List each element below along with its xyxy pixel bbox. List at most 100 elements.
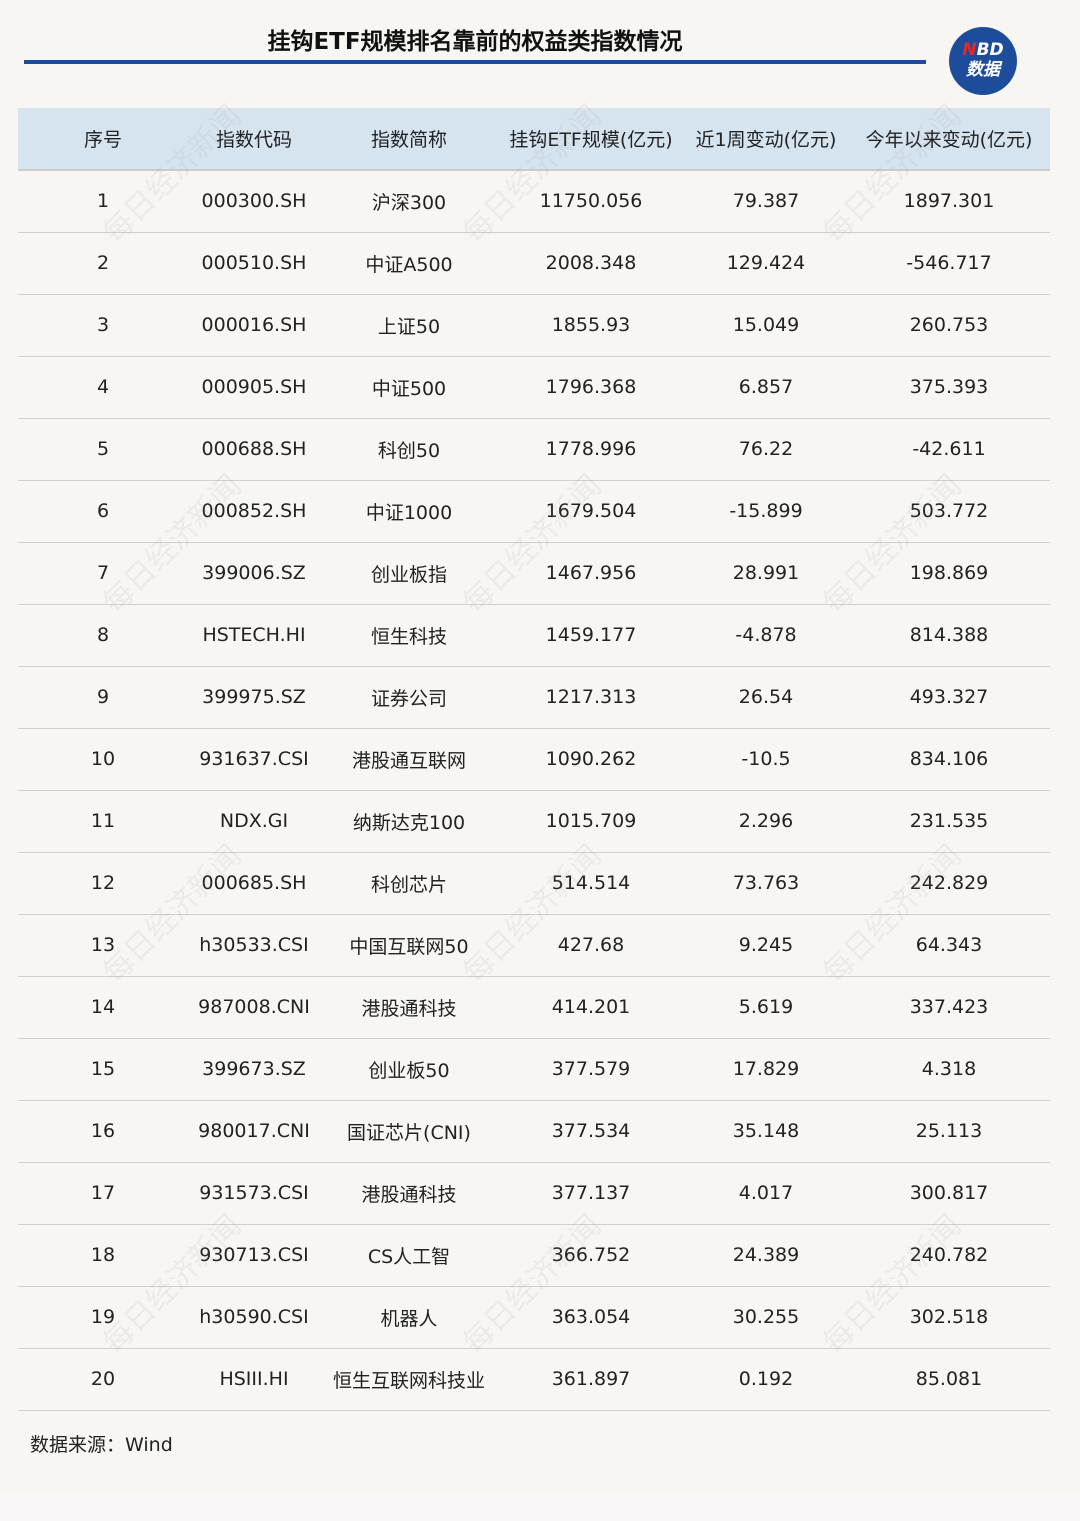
table-cell: 中证500 bbox=[320, 356, 498, 419]
table-cell: 24.389 bbox=[684, 1224, 848, 1287]
table-cell: 980017.CNI bbox=[188, 1100, 320, 1163]
table-cell: 231.535 bbox=[848, 790, 1050, 853]
table-cell: 337.423 bbox=[848, 976, 1050, 1039]
table-cell: 000016.SH bbox=[188, 294, 320, 357]
logo-data: 数据 bbox=[966, 60, 1000, 80]
table-cell: 814.388 bbox=[848, 604, 1050, 667]
table-cell: 14 bbox=[18, 976, 188, 1039]
table-cell: 创业板50 bbox=[320, 1038, 498, 1101]
table-cell: 000905.SH bbox=[188, 356, 320, 419]
table-cell: 16 bbox=[18, 1100, 188, 1163]
table-cell: 363.054 bbox=[498, 1286, 684, 1349]
table-row: 20 HSIII.HI 恒生互联网科技业 361.897 0.192 85.081 bbox=[18, 1348, 1050, 1411]
table-cell: 987008.CNI bbox=[188, 976, 320, 1039]
table-row: 6 000852.SH 中证1000 1679.504 -15.899 503.772 bbox=[18, 480, 1050, 543]
table-cell: 73.763 bbox=[684, 852, 848, 915]
table-cell: 242.829 bbox=[848, 852, 1050, 915]
table-cell: 港股通科技 bbox=[320, 976, 498, 1039]
table-cell: 427.68 bbox=[498, 914, 684, 977]
table-cell: -42.611 bbox=[848, 418, 1050, 481]
column-header: 挂钩ETF规模(亿元) bbox=[498, 108, 684, 171]
table-cell: NDX.GI bbox=[188, 790, 320, 853]
table-cell: 中证A500 bbox=[320, 232, 498, 295]
table-row: 4 000905.SH 中证500 1796.368 6.857 375.393 bbox=[18, 356, 1050, 419]
table-row: 9 399975.SZ 证券公司 1217.313 26.54 493.327 bbox=[18, 666, 1050, 729]
table-cell: 6.857 bbox=[684, 356, 848, 419]
table-row: 18 930713.CSI CS人工智 366.752 24.389 240.782 bbox=[18, 1224, 1050, 1287]
table-cell: 国证芯片(CNI) bbox=[320, 1100, 498, 1163]
table-row: 15 399673.SZ 创业板50 377.579 17.829 4.318 bbox=[18, 1038, 1050, 1101]
column-header: 指数代码 bbox=[188, 108, 320, 171]
table-cell: -4.878 bbox=[684, 604, 848, 667]
table-cell: 17.829 bbox=[684, 1038, 848, 1101]
table-cell: 377.534 bbox=[498, 1100, 684, 1163]
table-cell: 8 bbox=[18, 604, 188, 667]
table-row: 1 000300.SH 沪深300 11750.056 79.387 1897.301 bbox=[18, 170, 1050, 233]
table-cell: 证券公司 bbox=[320, 666, 498, 729]
table-cell: 493.327 bbox=[848, 666, 1050, 729]
table-cell: 6 bbox=[18, 480, 188, 543]
table-cell: 1015.709 bbox=[498, 790, 684, 853]
table-cell: -546.717 bbox=[848, 232, 1050, 295]
table-cell: 30.255 bbox=[684, 1286, 848, 1349]
table-cell: 414.201 bbox=[498, 976, 684, 1039]
table-cell: 76.22 bbox=[684, 418, 848, 481]
table-cell: 2 bbox=[18, 232, 188, 295]
table-cell: CS人工智 bbox=[320, 1224, 498, 1287]
table-cell: 2.296 bbox=[684, 790, 848, 853]
table-cell: 000300.SH bbox=[188, 170, 320, 233]
table-cell: 纳斯达克100 bbox=[320, 790, 498, 853]
table-cell: h30533.CSI bbox=[188, 914, 320, 977]
table-cell: 沪深300 bbox=[320, 170, 498, 233]
table-row: 3 000016.SH 上证50 1855.93 15.049 260.753 bbox=[18, 294, 1050, 357]
table-row: 19 h30590.CSI 机器人 363.054 30.255 302.518 bbox=[18, 1286, 1050, 1349]
table-cell: 1855.93 bbox=[498, 294, 684, 357]
table-cell: 361.897 bbox=[498, 1348, 684, 1411]
table-cell: 9.245 bbox=[684, 914, 848, 977]
table-cell: 1796.368 bbox=[498, 356, 684, 419]
table-cell: 85.081 bbox=[848, 1348, 1050, 1411]
table-cell: 恒生互联网科技业 bbox=[320, 1348, 498, 1411]
table-cell: 000510.SH bbox=[188, 232, 320, 295]
table-cell: 1778.996 bbox=[498, 418, 684, 481]
table-cell: 930713.CSI bbox=[188, 1224, 320, 1287]
table-cell: 4 bbox=[18, 356, 188, 419]
table-cell: 377.137 bbox=[498, 1162, 684, 1225]
table-cell: 129.424 bbox=[684, 232, 848, 295]
table-cell: 中国互联网50 bbox=[320, 914, 498, 977]
table-cell: 64.343 bbox=[848, 914, 1050, 977]
table-row: 13 h30533.CSI 中国互联网50 427.68 9.245 64.343 bbox=[18, 914, 1050, 977]
table-cell: 399975.SZ bbox=[188, 666, 320, 729]
table-cell: 1467.956 bbox=[498, 542, 684, 605]
table-cell: 15 bbox=[18, 1038, 188, 1101]
table-cell: 0.192 bbox=[684, 1348, 848, 1411]
table-cell: 20 bbox=[18, 1348, 188, 1411]
table-cell: 1217.313 bbox=[498, 666, 684, 729]
table-cell: 514.514 bbox=[498, 852, 684, 915]
table-cell: 300.817 bbox=[848, 1162, 1050, 1225]
table-cell: 港股通科技 bbox=[320, 1162, 498, 1225]
table-cell: 28.991 bbox=[684, 542, 848, 605]
table-cell: 7 bbox=[18, 542, 188, 605]
table-cell: 377.579 bbox=[498, 1038, 684, 1101]
table-cell: 198.869 bbox=[848, 542, 1050, 605]
table-cell: 000685.SH bbox=[188, 852, 320, 915]
table-cell: 79.387 bbox=[684, 170, 848, 233]
column-header: 指数简称 bbox=[320, 108, 498, 171]
table-cell: 4.017 bbox=[684, 1162, 848, 1225]
table-cell: 302.518 bbox=[848, 1286, 1050, 1349]
table-cell: 9 bbox=[18, 666, 188, 729]
table-row: 14 987008.CNI 港股通科技 414.201 5.619 337.423 bbox=[18, 976, 1050, 1039]
table-cell: 834.106 bbox=[848, 728, 1050, 791]
table-cell: 3 bbox=[18, 294, 188, 357]
table-cell: HSTECH.HI bbox=[188, 604, 320, 667]
index-table: 序号 指数代码 指数简称 挂钩ETF规模(亿元) 近1周变动(亿元) 今年以来变动(亿元)… bbox=[18, 108, 1050, 1411]
table-row: 7 399006.SZ 创业板指 1467.956 28.991 198.869 bbox=[18, 542, 1050, 605]
table-cell: 13 bbox=[18, 914, 188, 977]
table-cell: 5 bbox=[18, 418, 188, 481]
table-row: 8 HSTECH.HI 恒生科技 1459.177 -4.878 814.388 bbox=[18, 604, 1050, 667]
nbd-logo: NBD 数据 bbox=[949, 27, 1017, 95]
table-cell: 25.113 bbox=[848, 1100, 1050, 1163]
table-row: 17 931573.CSI 港股通科技 377.137 4.017 300.817 bbox=[18, 1162, 1050, 1225]
table-cell: 15.049 bbox=[684, 294, 848, 357]
